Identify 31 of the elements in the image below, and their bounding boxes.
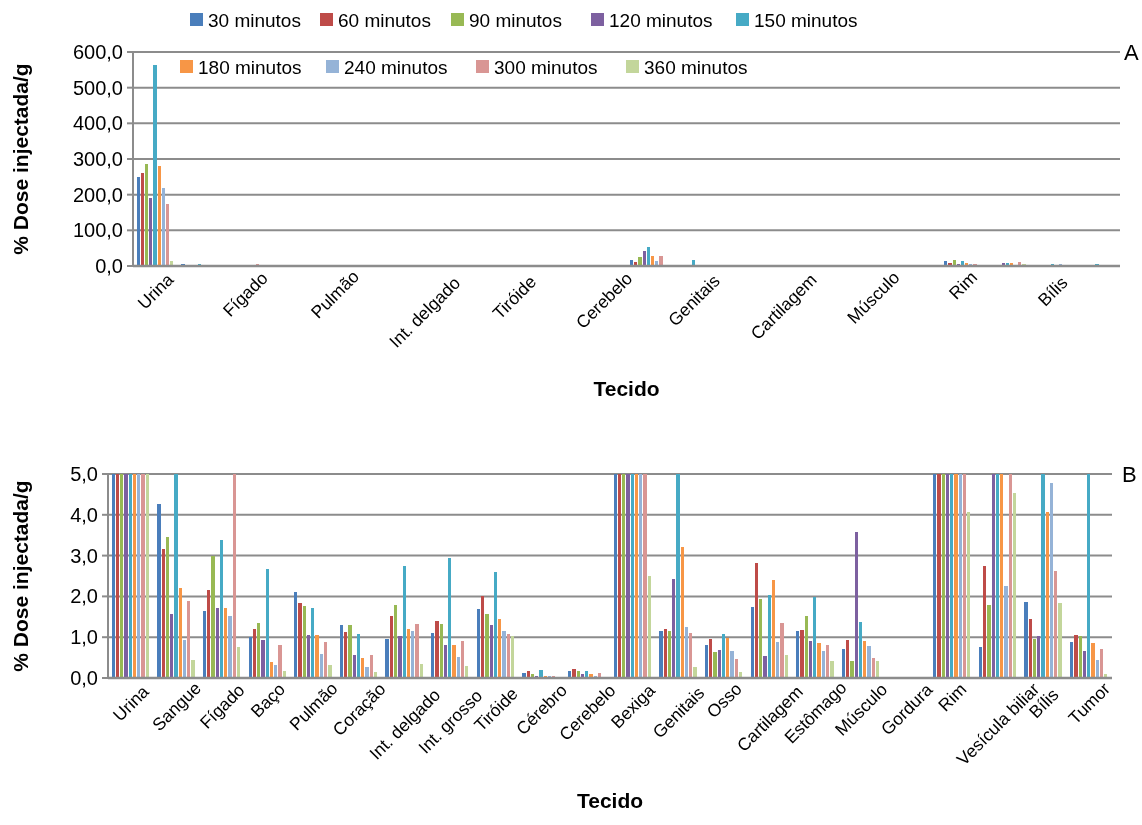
y-tick-label: 500,0 bbox=[72, 76, 123, 99]
y-tick-label: 0,0 bbox=[70, 667, 98, 689]
legend-label: 30 minutos bbox=[208, 9, 301, 31]
legend-label: 360 minutos bbox=[644, 56, 748, 78]
y-tick-label: 2,0 bbox=[70, 585, 98, 608]
legend-label: 180 minutos bbox=[198, 56, 302, 78]
legend-label: 90 minutos bbox=[469, 9, 562, 31]
x-tick-label: Bílis bbox=[1034, 272, 1072, 311]
x-tick-label: Rim bbox=[934, 679, 971, 716]
y-tick-label: 600,0 bbox=[72, 41, 123, 63]
text: B bbox=[1122, 462, 1137, 487]
y-tick-label: 0,0 bbox=[95, 255, 123, 277]
x-axis-title: Tecido bbox=[576, 789, 644, 812]
y-axis-title: % Dose injectada/g bbox=[9, 63, 32, 255]
y-tick-label: 400,0 bbox=[72, 112, 123, 135]
text: A bbox=[1124, 40, 1139, 65]
x-tick-label: Rim bbox=[945, 267, 982, 304]
y-axis-title: % Dose injectada/g bbox=[9, 480, 32, 672]
legend-label: 120 minutos bbox=[609, 9, 713, 31]
y-tick-label: 200,0 bbox=[72, 183, 123, 206]
y-tick-label: 1,0 bbox=[70, 626, 98, 649]
y-tick-label: 300,0 bbox=[72, 148, 123, 170]
y-tick-label: 100,0 bbox=[72, 219, 123, 242]
y-tick-label: 5,0 bbox=[70, 463, 98, 485]
legend-label: 150 minutos bbox=[754, 9, 858, 31]
legend-label: 240 minutos bbox=[344, 56, 448, 78]
y-tick-label: 3,0 bbox=[70, 544, 98, 567]
x-axis-title: Tecido bbox=[593, 377, 660, 400]
legend-label: 60 minutos bbox=[338, 9, 431, 31]
legend-label: 300 minutos bbox=[494, 56, 598, 78]
y-tick-label: 4,0 bbox=[70, 503, 98, 526]
